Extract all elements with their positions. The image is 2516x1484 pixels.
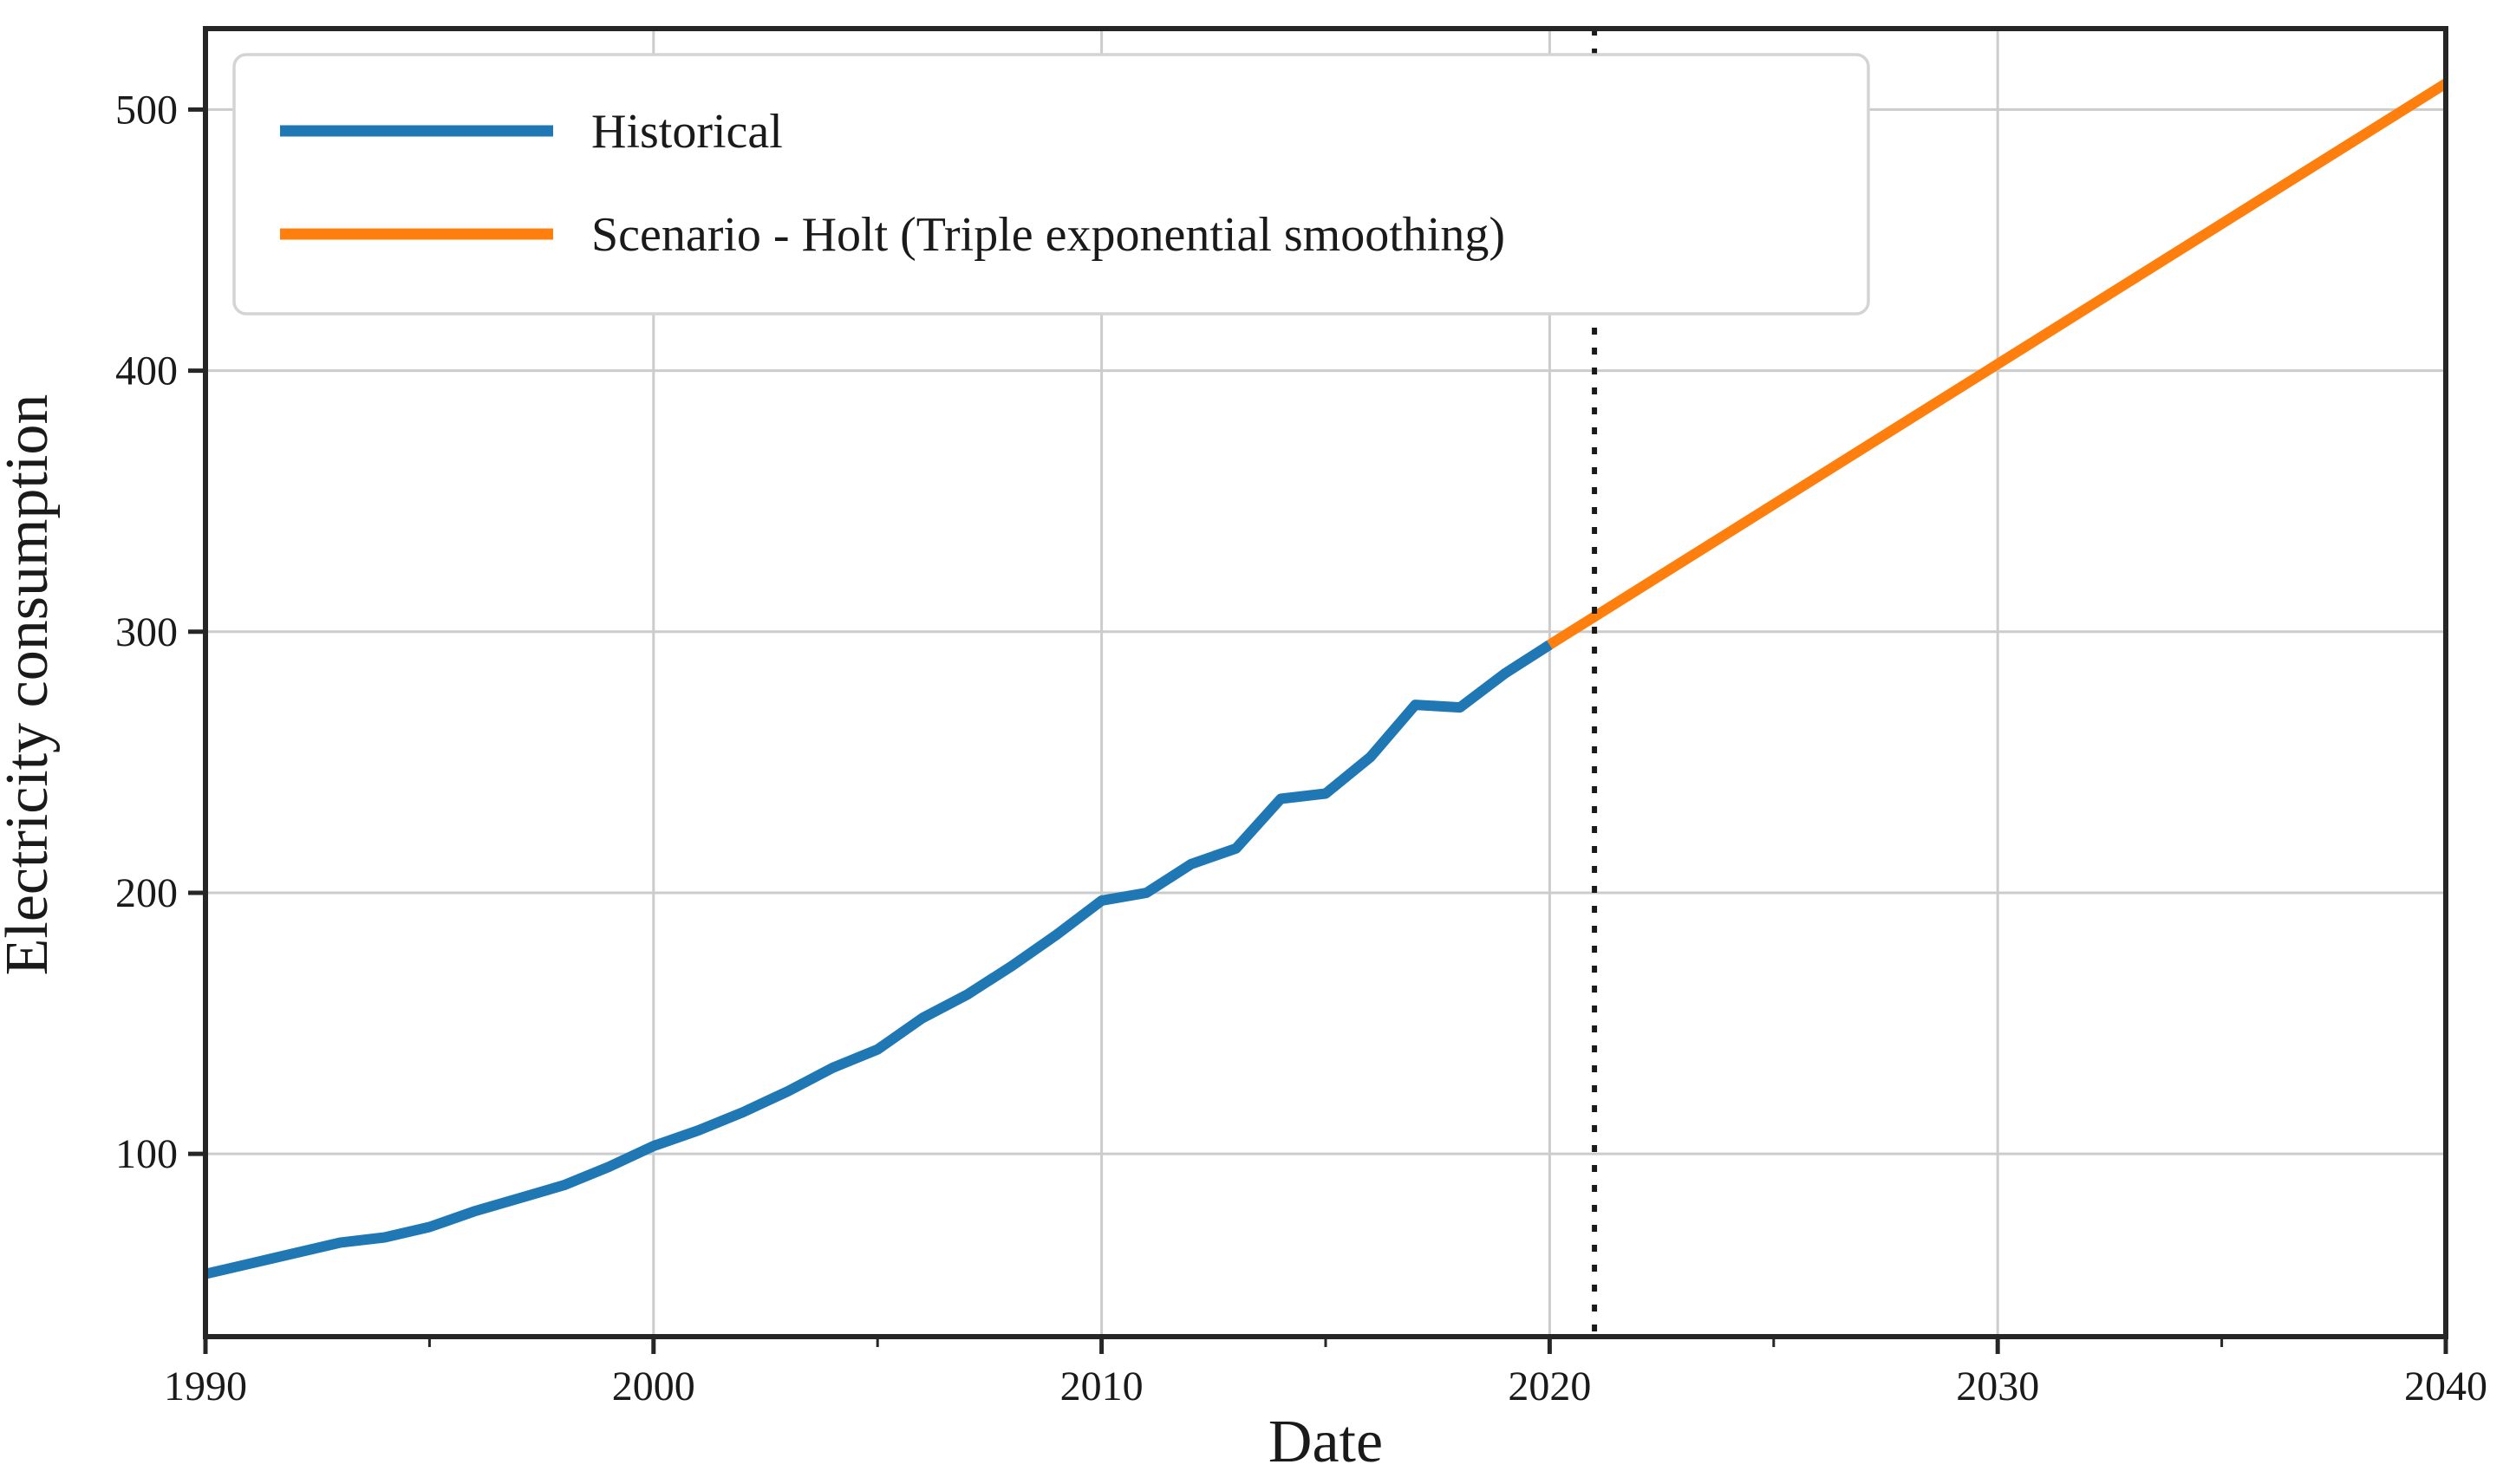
axis-labels: Date Electricity consumption bbox=[0, 394, 1383, 1475]
x-tick-label-2030: 2030 bbox=[1956, 1364, 2039, 1409]
x-tick-label-1990: 1990 bbox=[164, 1364, 247, 1409]
y-tick-label-200: 200 bbox=[115, 870, 178, 916]
y-tick-label-300: 300 bbox=[115, 609, 178, 655]
y-tick-label-500: 500 bbox=[115, 87, 178, 133]
x-axis-label: Date bbox=[1268, 1409, 1383, 1475]
x-tick-label-2040: 2040 bbox=[2404, 1364, 2487, 1409]
legend-box bbox=[232, 53, 1870, 316]
legend: Historical Scenario - Holt (Triple expone… bbox=[232, 53, 1870, 316]
y-tick-label-400: 400 bbox=[115, 348, 178, 394]
axis-ticks bbox=[188, 107, 2448, 1354]
y-tick-label-100: 100 bbox=[115, 1131, 178, 1177]
legend-label-0: Historical bbox=[591, 105, 783, 159]
y-axis-label: Electricity consumption bbox=[0, 394, 61, 976]
tick-labels: 1990 2000 2010 2020 2030 2040 100 200 300 400 500 bbox=[115, 87, 2487, 1409]
x-tick-label-2010: 2010 bbox=[1060, 1364, 1144, 1409]
x-tick-label-2020: 2020 bbox=[1508, 1364, 1591, 1409]
legend-label-1: Scenario - Holt (Triple exponential smoo… bbox=[591, 208, 1505, 262]
data-series bbox=[204, 79, 2449, 1279]
series-line-0 bbox=[204, 640, 1553, 1279]
x-tick-label-2000: 2000 bbox=[612, 1364, 695, 1409]
series-line-1 bbox=[1547, 79, 2449, 649]
